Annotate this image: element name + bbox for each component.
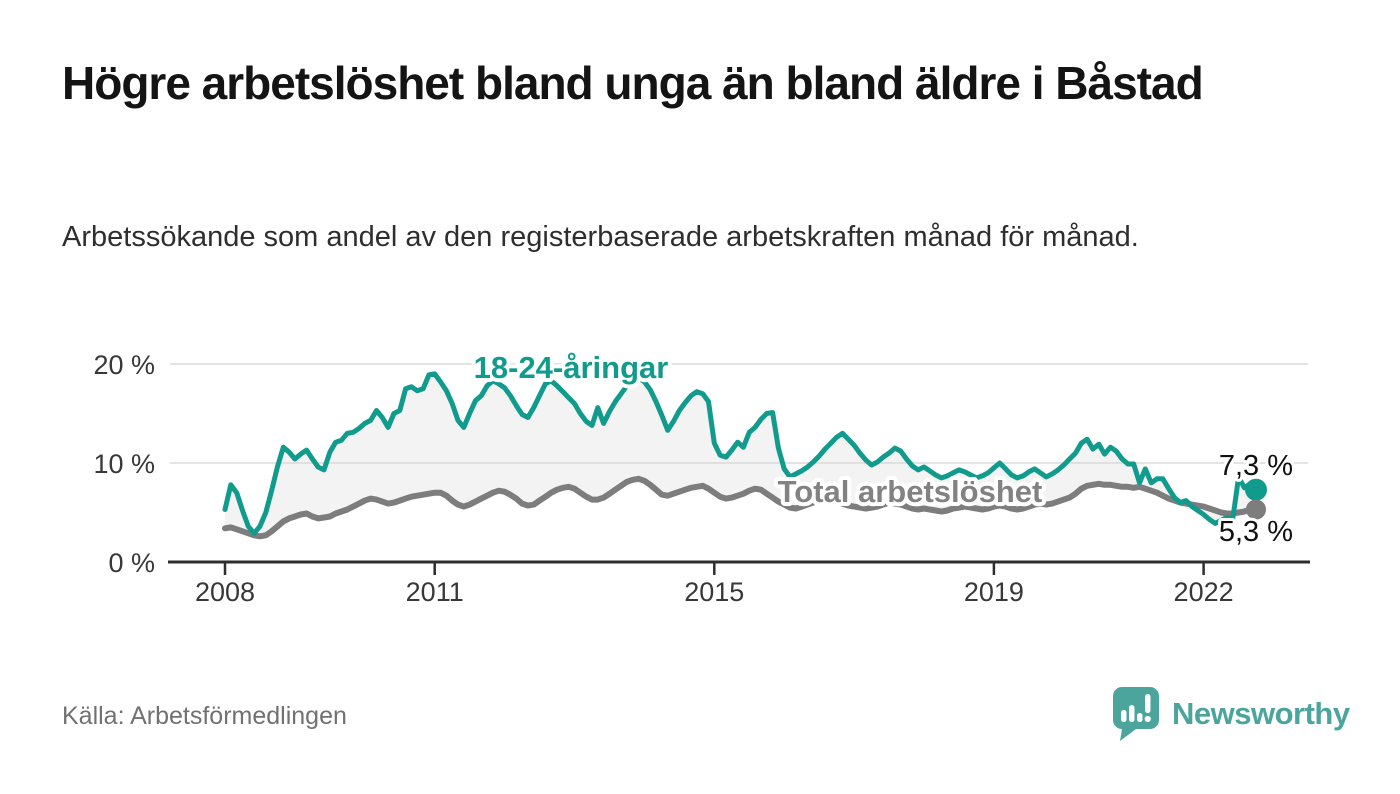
youth-line-end-dot <box>1245 478 1267 501</box>
youth-end-value-label: 7,3 % <box>1219 450 1293 482</box>
x-tick-label-2011: 2011 <box>406 577 464 607</box>
x-tick-label-2008: 2008 <box>195 577 255 607</box>
newsworthy-logo: Newsworthy <box>1112 686 1350 742</box>
y-tick-label-10: 10 % <box>93 449 155 479</box>
page-title: Högre arbetslöshet bland unga än bland ä… <box>62 57 1204 109</box>
newsworthy-bubble-icon <box>1113 687 1159 741</box>
total-line-end-dot <box>1246 499 1266 520</box>
y-tick-label-0: 0 % <box>108 548 155 578</box>
total-unemployment-line <box>222 475 1259 540</box>
x-tick-label-2019: 2019 <box>964 577 1024 607</box>
x-tick-label-2015: 2015 <box>684 577 744 607</box>
total-series-label: Total arbetslöshet <box>778 474 1043 509</box>
x-tick-label-2022: 2022 <box>1174 577 1234 607</box>
newsworthy-wordmark: Newsworthy <box>1172 696 1350 731</box>
y-tick-label-20: 20 % <box>93 350 155 380</box>
youth-unemployment-line <box>222 371 1259 536</box>
youth-series-label: 18-24-åringar <box>474 350 669 385</box>
chart-subtitle: Arbetssökande som andel av den registerb… <box>62 221 1139 253</box>
total-end-value-label: 5,3 % <box>1219 516 1293 548</box>
source-attribution: Källa: Arbetsförmedlingen <box>62 702 347 730</box>
area-between-series <box>225 373 1256 537</box>
